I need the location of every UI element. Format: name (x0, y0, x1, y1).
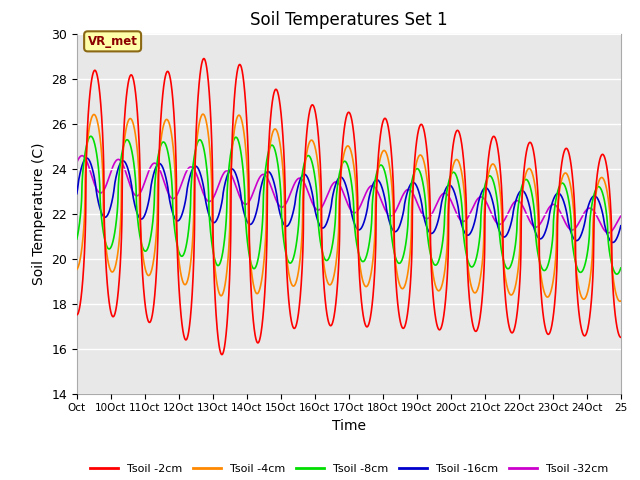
Legend: Tsoil -2cm, Tsoil -4cm, Tsoil -8cm, Tsoil -16cm, Tsoil -32cm: Tsoil -2cm, Tsoil -4cm, Tsoil -8cm, Tsoi… (85, 459, 612, 478)
Y-axis label: Soil Temperature (C): Soil Temperature (C) (31, 143, 45, 285)
Text: VR_met: VR_met (88, 35, 138, 48)
X-axis label: Time: Time (332, 419, 366, 433)
Title: Soil Temperatures Set 1: Soil Temperatures Set 1 (250, 11, 447, 29)
